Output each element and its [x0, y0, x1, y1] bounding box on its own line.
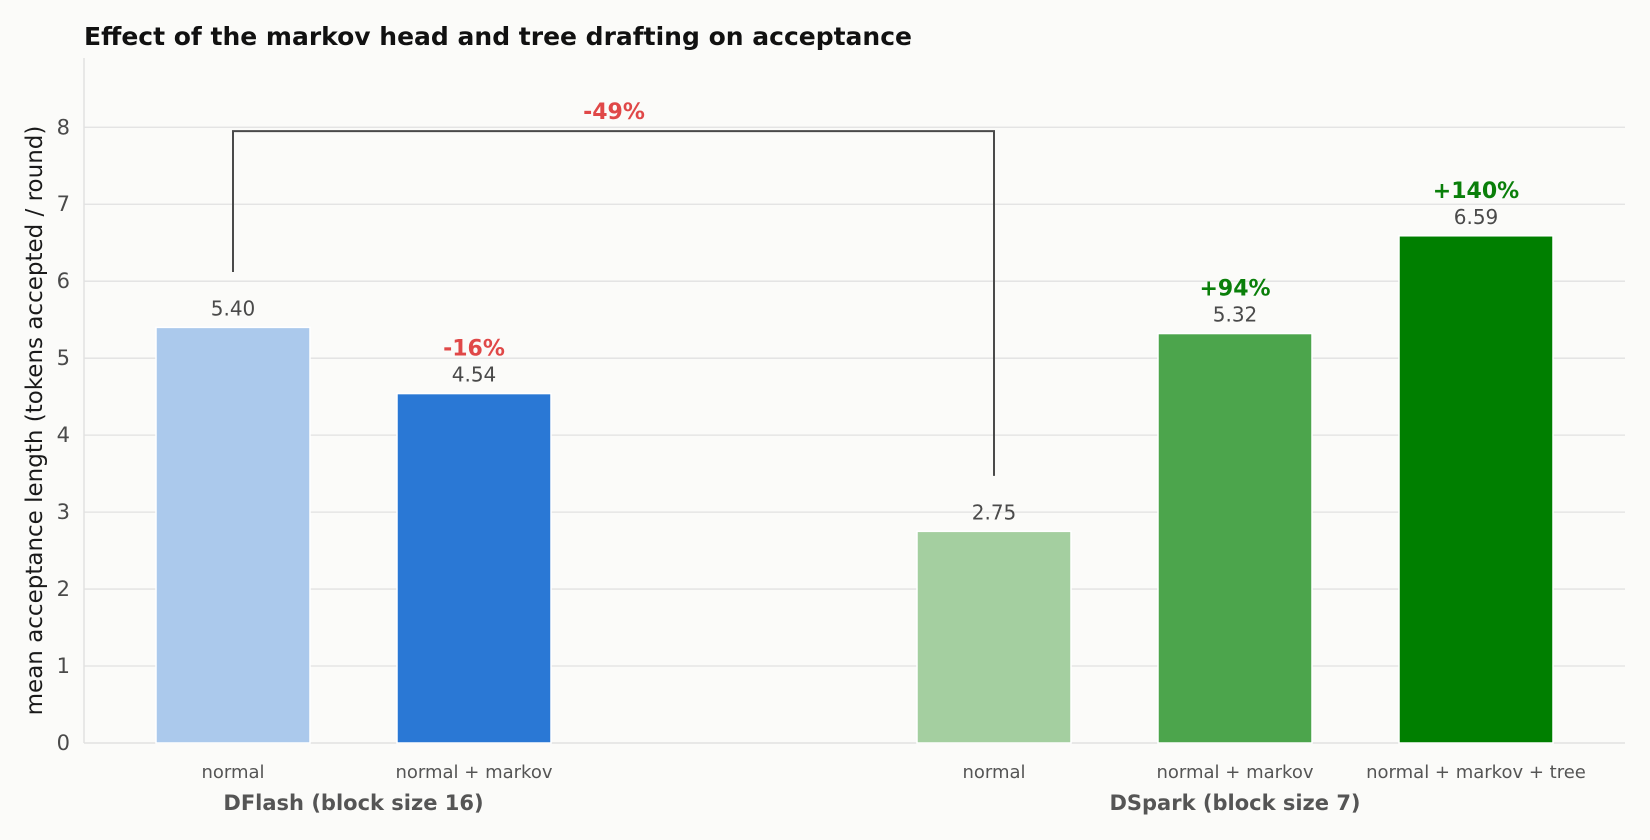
chart-title: Effect of the markov head and tree draft… — [84, 22, 912, 51]
bar-value-label: 4.54 — [452, 363, 497, 387]
y-tick-label: 3 — [57, 500, 70, 524]
y-tick-label: 1 — [57, 654, 70, 678]
y-tick-label: 4 — [57, 423, 70, 447]
bar-delta-label: -16% — [443, 337, 505, 362]
x-tick-label: normal + markov + tree — [1366, 762, 1586, 783]
x-tick-label: normal + markov — [395, 762, 552, 783]
y-tick-label: 5 — [57, 346, 70, 370]
comparison-bracket — [232, 130, 995, 476]
bar-1-0 — [916, 530, 1072, 744]
bar-1-2 — [1398, 235, 1554, 744]
y-tick-label: 6 — [57, 269, 70, 293]
bar-delta-label: +140% — [1433, 179, 1519, 204]
y-tick-label: 0 — [57, 731, 70, 755]
y-tick-label: 7 — [57, 192, 70, 216]
x-tick-label: normal + markov — [1156, 762, 1313, 783]
bar-delta-label: +94% — [1199, 277, 1270, 302]
group-label: DSpark (block size 7) — [1109, 791, 1360, 815]
group-label: DFlash (block size 16) — [223, 791, 483, 815]
bar-value-label: 5.40 — [211, 296, 256, 320]
y-axis-label: mean acceptance length (tokens accepted … — [22, 126, 48, 716]
bar-0-0 — [155, 326, 311, 744]
comparison-label: -49% — [583, 100, 645, 125]
bar-value-label: 6.59 — [1454, 205, 1499, 229]
bar-value-label: 5.32 — [1213, 303, 1258, 327]
bar-value-label: 2.75 — [972, 500, 1017, 524]
x-tick-label: normal — [201, 762, 264, 783]
y-tick-label: 2 — [57, 577, 70, 601]
y-tick-label: 8 — [57, 115, 70, 139]
bar-1-1 — [1157, 332, 1313, 744]
bar-0-1 — [396, 392, 552, 744]
x-tick-label: normal — [962, 762, 1025, 783]
